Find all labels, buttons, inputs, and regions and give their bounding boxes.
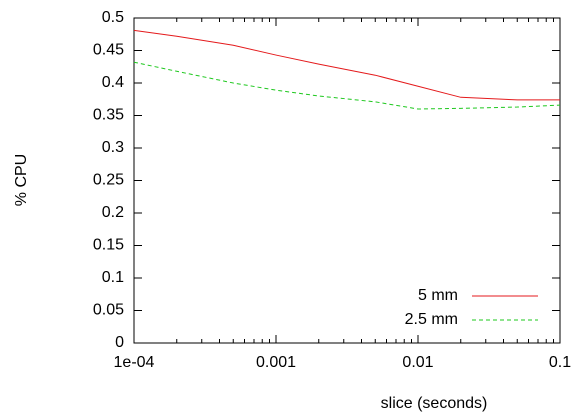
legend-label: 5 mm [418,287,458,304]
x-tick-label: 0.01 [402,354,433,371]
y-axis-label: % CPU [13,154,30,206]
x-tick-label: 1e-04 [114,354,155,371]
y-tick-label: 0.3 [102,139,124,156]
y-tick-label: 0.15 [93,237,124,254]
y-tick-label: 0.05 [93,302,124,319]
legend-label: 2.5 mm [405,311,458,328]
y-tick-label: 0 [115,334,124,351]
y-tick-label: 0.1 [102,269,124,286]
y-tick-label: 0.4 [102,74,124,91]
series-line [133,29,560,101]
y-tick-label: 0.25 [93,172,124,189]
x-axis-label: slice (seconds) [381,395,488,412]
series-line [133,61,561,110]
x-tick-label: 0.001 [256,354,296,371]
x-tick-label: 0.1 [549,354,571,371]
y-tick-label: 0.2 [102,204,124,221]
y-tick-label: 0.5 [102,9,124,26]
plot-frame [133,17,561,344]
y-tick-label: 0.45 [93,42,124,59]
y-tick-label: 0.35 [93,107,124,124]
